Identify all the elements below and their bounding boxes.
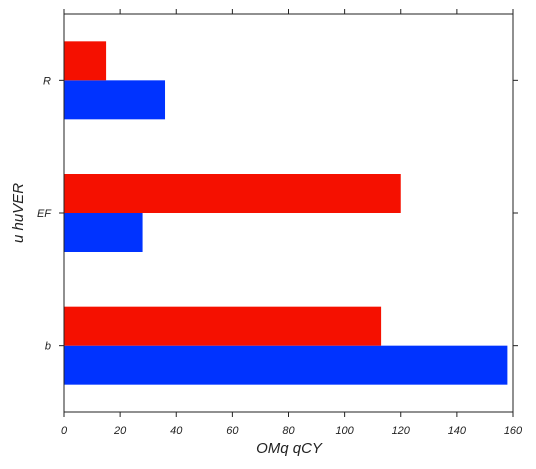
bar-b-series-1 bbox=[64, 345, 508, 385]
bar-ef-series-1 bbox=[64, 213, 143, 252]
bar-r-series-2 bbox=[64, 41, 107, 81]
x-tick-label: 160 bbox=[504, 425, 523, 437]
y-ticks: b EF R bbox=[37, 75, 518, 353]
x-tick-label: 100 bbox=[335, 425, 354, 437]
y-tick-label: EF bbox=[37, 208, 52, 220]
x-tick-label: 80 bbox=[282, 425, 295, 437]
x-tick-label: 0 bbox=[61, 425, 68, 437]
x-axis-title: OMq qCY bbox=[256, 440, 323, 457]
x-tick-label: 40 bbox=[170, 425, 183, 437]
x-tick-label: 20 bbox=[113, 425, 127, 437]
x-tick-label: 60 bbox=[226, 425, 239, 437]
x-tick-label: 120 bbox=[392, 425, 411, 437]
bar-ef-series-2 bbox=[64, 174, 401, 213]
x-tick-label: 140 bbox=[448, 425, 467, 437]
bar-r-series-1 bbox=[64, 80, 166, 120]
bar-b-series-2 bbox=[64, 306, 382, 346]
y-axis-title: u huVER bbox=[10, 183, 27, 243]
bars-layer bbox=[64, 41, 508, 385]
x-ticks: 0 20 40 60 80 100 120 140 160 bbox=[61, 9, 523, 437]
y-tick-label: R bbox=[43, 75, 51, 87]
y-tick-label: b bbox=[45, 341, 51, 353]
